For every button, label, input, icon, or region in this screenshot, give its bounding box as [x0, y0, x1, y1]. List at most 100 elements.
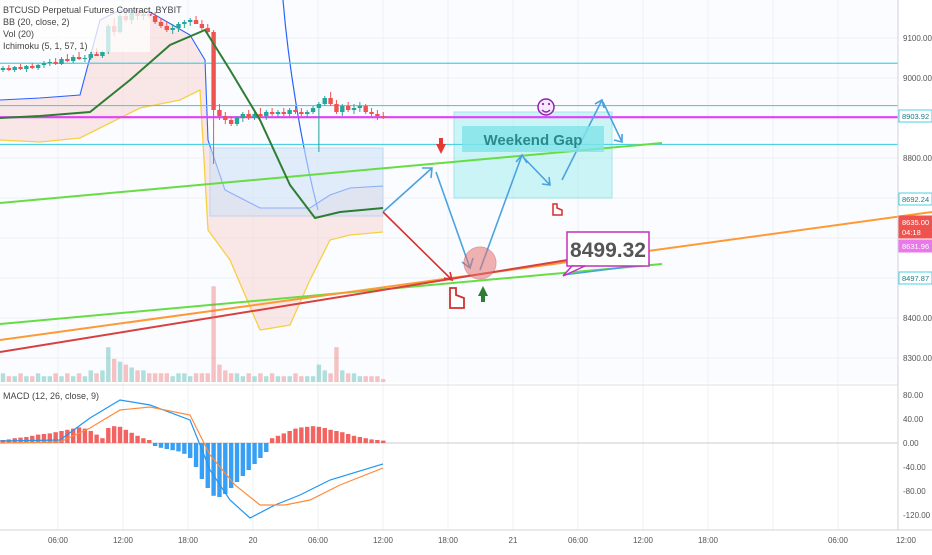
volume-bar — [293, 373, 298, 382]
volume-bar — [47, 376, 52, 382]
macd-histogram-bar — [129, 432, 134, 443]
volume-bar — [363, 376, 368, 382]
legend-macd: MACD (12, 26, close, 9) — [3, 391, 99, 401]
price-axis-tick-label: 8300.00 — [903, 354, 932, 363]
price-badge — [898, 239, 932, 253]
candle-body — [223, 116, 228, 120]
macd-histogram-bar — [106, 428, 111, 443]
macd-histogram-bar — [47, 433, 52, 443]
volume-bar — [182, 373, 187, 382]
macd-histogram-bar — [252, 443, 257, 464]
macd-histogram-bar — [281, 433, 286, 443]
horizontal-levels — [0, 62, 898, 146]
volume-bar — [351, 373, 357, 382]
macd-histogram-bar — [357, 437, 363, 443]
macd-histogram-bar — [363, 438, 368, 443]
macd-histogram-bar — [264, 443, 269, 452]
candle-body — [53, 62, 58, 64]
macd-histogram-bar — [369, 439, 374, 443]
candle-body — [369, 112, 374, 114]
candle-body — [281, 112, 286, 114]
macd-histogram-bar — [228, 443, 234, 488]
time-axis-tick-label: 06:00 — [828, 536, 849, 545]
candle-body — [188, 20, 193, 22]
candle-body — [24, 66, 29, 69]
price-badge — [898, 271, 932, 285]
volume-bar — [94, 373, 99, 382]
volume-bar — [287, 376, 292, 382]
volume-bar — [152, 373, 158, 382]
candle-body — [182, 22, 187, 24]
macd-histogram-bar — [88, 431, 93, 443]
volume-bar — [305, 376, 310, 382]
volume-bar — [252, 376, 257, 382]
volume-bar — [100, 370, 105, 382]
candle-body — [82, 58, 88, 59]
volume-bar — [281, 376, 286, 382]
macd-histogram-bar — [193, 443, 199, 467]
price-axis-tick-label: 9100.00 — [903, 34, 932, 43]
macd-histogram-bar — [345, 434, 351, 443]
macd-histogram-bar — [30, 435, 35, 443]
candle-body — [158, 22, 164, 26]
macd-histogram-bar — [188, 443, 193, 458]
macd-histogram-bar — [141, 438, 146, 443]
volume-bar — [6, 376, 12, 382]
volume-bar — [88, 370, 93, 382]
candle-body — [299, 112, 304, 114]
candle-body — [363, 106, 368, 112]
volume-bar — [334, 347, 339, 382]
macd-histogram-bar — [269, 438, 275, 443]
macd-histogram-bar — [164, 443, 169, 449]
macd-histogram-bar — [334, 431, 339, 443]
macd-histogram-bar — [41, 434, 47, 443]
candle-body — [252, 114, 257, 118]
macd-histogram-bar — [123, 429, 129, 443]
macd-histogram-bar — [35, 434, 41, 443]
volume-bar — [322, 370, 327, 382]
macd-indicator — [0, 399, 898, 519]
macd-histogram-bar — [182, 443, 187, 454]
candle-body — [264, 112, 269, 116]
volume-bar — [340, 370, 345, 382]
macd-histogram-bar — [258, 443, 263, 458]
macd-histogram-bar — [94, 434, 99, 443]
candle-body — [100, 52, 105, 56]
volume-bar — [217, 364, 222, 382]
macd-axis-tick-label: 80.00 — [903, 391, 924, 400]
volume-bar — [71, 376, 76, 382]
hand-drawn-annotations — [382, 98, 651, 309]
volume-bar — [205, 373, 210, 382]
candle-body — [351, 108, 357, 110]
macd-histogram-bar — [340, 432, 345, 443]
arrow-down-small — [523, 157, 551, 186]
legend-bb: BB (20, close, 2) — [3, 17, 70, 27]
volume-bar — [35, 373, 41, 382]
legend-title: BTCUSD Perpetual Futures Contract, BYBIT — [3, 5, 182, 15]
macd-axis-tick-label: -80.00 — [903, 487, 926, 496]
candle-body — [88, 54, 93, 58]
candle-body — [328, 98, 333, 104]
volume-bar — [275, 376, 281, 382]
candle-body — [258, 114, 263, 116]
volume-bar — [176, 373, 181, 382]
time-axis: 06:00 12:00 18:00 20 06:00 12:00 18:00 21 06:00 1… — [48, 536, 917, 545]
volume-bar — [24, 376, 29, 382]
volume-bar — [246, 373, 251, 382]
volume-bar — [65, 373, 70, 382]
price-axis-tick-label: 8400.00 — [903, 314, 932, 323]
time-axis-tick-label: 21 — [509, 536, 518, 545]
time-axis-tick-label: 12:00 — [896, 536, 917, 545]
time-axis-tick-label: 18:00 — [698, 536, 719, 545]
candle-body — [65, 59, 70, 61]
macd-histogram-bar — [65, 429, 70, 443]
volume-bar — [0, 373, 6, 382]
legend-ichimoku: Ichimoku (5, 1, 57, 1) — [3, 41, 88, 51]
price-badge-label: 8635.00 — [902, 218, 929, 227]
volume-bar — [12, 376, 17, 382]
macd-histogram-bar — [299, 427, 304, 443]
volume-bar — [129, 367, 134, 382]
volume-bar — [316, 364, 322, 382]
volume-bar — [18, 373, 23, 382]
macd-histogram-bar — [287, 431, 292, 443]
